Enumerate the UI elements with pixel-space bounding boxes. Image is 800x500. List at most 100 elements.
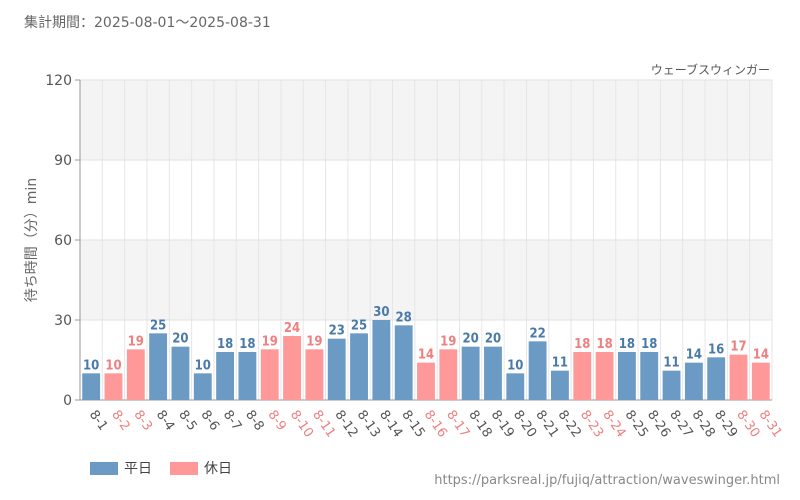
y-tick-label: 0 <box>63 393 72 409</box>
x-tick-label: 8-14 <box>376 408 405 441</box>
bar <box>751 362 770 400</box>
bar <box>573 352 592 400</box>
x-tick-label: 8-30 <box>733 408 762 441</box>
bar <box>283 336 301 400</box>
bar-value-label: 18 <box>239 337 255 352</box>
plot-band <box>80 80 772 160</box>
bar <box>729 354 748 400</box>
bar <box>171 346 190 400</box>
x-tick-label: 8-15 <box>398 408 427 441</box>
x-tick-label: 8-10 <box>287 408 316 441</box>
legend: 平日 休日 <box>90 458 232 478</box>
x-tick-label: 8-22 <box>555 408 584 441</box>
bar <box>394 325 413 400</box>
x-tick-label: 8-18 <box>465 408 494 441</box>
bar <box>193 373 212 400</box>
y-tick-label: 120 <box>45 73 72 89</box>
bar <box>372 320 391 400</box>
bar-value-label: 16 <box>708 342 724 357</box>
plot-band <box>80 160 772 240</box>
bar <box>327 338 346 400</box>
bar <box>461 346 480 400</box>
bar-value-label: 18 <box>619 337 635 352</box>
x-tick-label: 8-8 <box>242 408 266 434</box>
bar <box>260 349 279 400</box>
x-tick-label: 8-16 <box>421 408 450 441</box>
bar <box>707 357 726 400</box>
bar-value-label: 23 <box>329 324 345 339</box>
bar <box>551 370 569 400</box>
bar-value-label: 18 <box>641 337 657 352</box>
x-tick-label: 8-2 <box>108 408 132 434</box>
bar <box>595 352 614 400</box>
bar-value-label: 10 <box>507 358 523 373</box>
bar <box>617 352 636 400</box>
bar-value-label: 19 <box>306 334 322 349</box>
bar-value-label: 14 <box>686 348 702 363</box>
bar-value-label: 20 <box>463 332 479 347</box>
legend-weekday-swatch <box>90 461 118 475</box>
x-tick-label: 8-21 <box>532 408 561 441</box>
bar <box>640 352 659 400</box>
bar <box>439 349 458 400</box>
legend-holiday-label: 休日 <box>204 461 232 477</box>
legend-holiday-swatch <box>170 461 198 475</box>
bar <box>350 333 368 400</box>
bar-value-label: 28 <box>396 310 412 325</box>
bar <box>662 370 681 400</box>
bar-value-label: 30 <box>373 305 389 320</box>
bar-value-label: 19 <box>440 334 456 349</box>
bar-value-label: 18 <box>574 337 590 352</box>
bar <box>238 352 257 400</box>
bar-value-label: 22 <box>529 326 545 341</box>
bar <box>149 333 168 400</box>
x-tick-label: 8-5 <box>175 408 199 434</box>
bar <box>104 373 123 400</box>
bar <box>216 352 235 400</box>
x-tick-label: 8-12 <box>331 408 360 441</box>
bar-value-label: 20 <box>172 332 188 347</box>
bar-value-label: 17 <box>730 340 746 355</box>
bar <box>126 349 145 400</box>
x-tick-label: 8-25 <box>622 408 651 441</box>
source-url[interactable]: https://parksreal.jp/fujiq/attraction/wa… <box>434 473 780 488</box>
x-tick-label: 8-27 <box>666 408 695 441</box>
bar <box>82 373 101 400</box>
bar-value-label: 25 <box>351 318 367 333</box>
attraction-name: ウェーブスウィンガー <box>651 62 770 77</box>
bar-value-label: 25 <box>150 318 166 333</box>
bar-value-label: 24 <box>284 321 300 336</box>
bar <box>506 373 525 400</box>
bar-value-label: 18 <box>596 337 612 352</box>
legend-weekday-label: 平日 <box>124 461 152 477</box>
bar-value-label: 11 <box>663 356 679 371</box>
bar <box>417 362 435 400</box>
x-tick-label: 8-6 <box>197 408 221 434</box>
x-tick-label: 8-4 <box>153 408 177 434</box>
y-tick-label: 60 <box>54 233 72 249</box>
x-tick-label: 8-23 <box>577 408 606 441</box>
x-tick-label: 8-3 <box>131 408 155 434</box>
bar-value-label: 10 <box>105 358 121 373</box>
x-tick-label: 8-13 <box>354 408 383 441</box>
x-tick-label: 8-29 <box>711 408 740 441</box>
bar-value-label: 10 <box>195 358 211 373</box>
x-tick-label: 8-11 <box>309 408 338 441</box>
bar-value-label: 14 <box>753 348 769 363</box>
plot-band <box>80 240 772 320</box>
x-tick-label: 8-31 <box>756 408 785 441</box>
x-tick-label: 8-26 <box>644 408 673 441</box>
y-tick-label: 90 <box>54 153 72 169</box>
x-tick-label: 8-24 <box>599 408 628 441</box>
period-text: 集計期間：2025-08-01～2025-08-31 <box>24 15 271 31</box>
bar <box>484 346 502 400</box>
y-axis-label: 待ち時間（分）min <box>24 178 40 302</box>
bar-value-label: 10 <box>83 358 99 373</box>
x-tick-label: 8-19 <box>488 408 517 441</box>
bar-value-label: 14 <box>418 348 434 363</box>
bar-value-label: 19 <box>262 334 278 349</box>
x-tick-label: 8-1 <box>86 408 110 434</box>
legend-weekday: 平日 <box>90 458 152 478</box>
x-tick-label: 8-9 <box>264 408 288 434</box>
